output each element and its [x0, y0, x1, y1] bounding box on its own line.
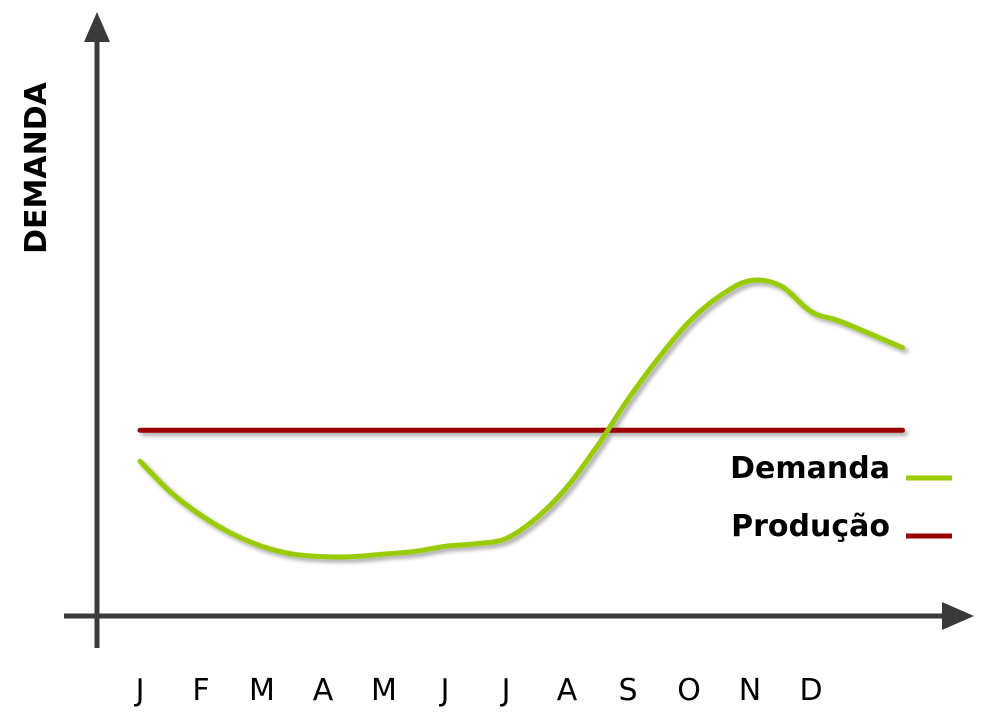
x-tick-label: J — [500, 673, 511, 708]
legend-label: Demanda — [730, 451, 890, 486]
x-tick-label: J — [134, 673, 145, 708]
x-tick-label: O — [677, 673, 701, 708]
axes — [64, 12, 974, 648]
y-axis-arrow — [84, 12, 110, 42]
y-axis-label: DEMANDA — [19, 81, 54, 253]
x-tick-label: A — [313, 673, 334, 708]
x-tick-label: S — [618, 673, 637, 708]
x-tick-label: M — [371, 673, 397, 708]
x-tick-label: M — [249, 673, 275, 708]
series-line-demanda — [137, 277, 905, 560]
legend: Demanda Produção — [730, 451, 952, 544]
x-tick-label: J — [439, 673, 450, 708]
x-tick-label: A — [557, 673, 578, 708]
x-tick-label: D — [799, 673, 822, 708]
x-tick-label: N — [739, 673, 761, 708]
x-axis-arrow — [942, 602, 974, 630]
x-tick-label: F — [192, 673, 209, 708]
series-layer — [137, 277, 905, 560]
legend-label: Produção — [731, 509, 890, 544]
